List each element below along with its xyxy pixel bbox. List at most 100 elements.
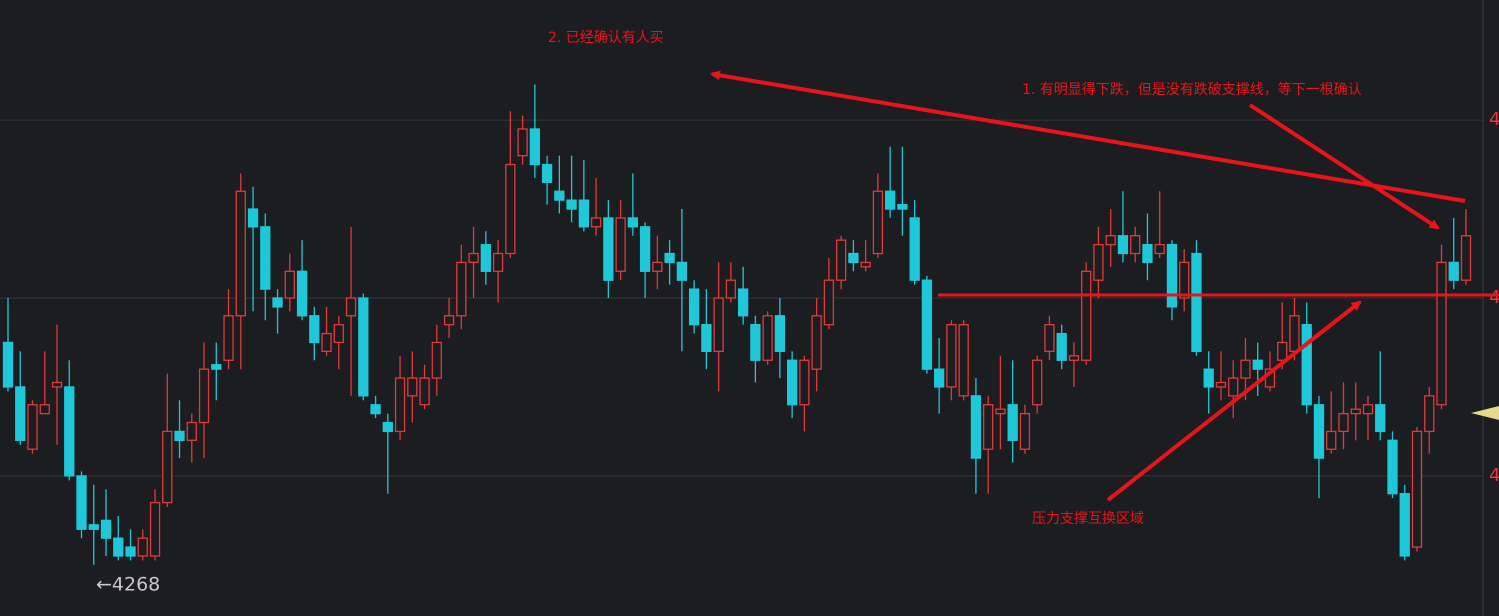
candle-body (1179, 261, 1190, 299)
candle-body (382, 421, 393, 433)
candle-body (1228, 377, 1239, 397)
candle-body (100, 519, 112, 539)
candle-body (872, 190, 884, 255)
candle-body (137, 537, 148, 557)
candle-body (860, 261, 871, 268)
candle-body (811, 315, 822, 370)
candle-body (1411, 430, 1423, 548)
y-tick-label: 4270 (1489, 465, 1499, 486)
candle-body (713, 297, 724, 353)
candle-body (958, 324, 969, 397)
candle-body (125, 546, 136, 557)
candle-body (162, 430, 173, 504)
arrow (1106, 300, 1362, 502)
candle-body (113, 537, 124, 557)
candle-body (1154, 243, 1165, 255)
candle-body (1191, 252, 1202, 353)
y-tick-label: 4278 (1489, 109, 1499, 130)
candle-body (1044, 324, 1055, 353)
candle-body (762, 315, 773, 361)
candle-body (370, 404, 381, 415)
candle-body (725, 279, 737, 299)
annotation: 2. 已经确认有人买 (548, 30, 664, 46)
candle-body (51, 381, 63, 388)
candle-body (1313, 404, 1325, 459)
candle-body (1277, 341, 1288, 361)
candle-body (1252, 359, 1263, 370)
candle-body (639, 226, 651, 272)
candle-body (407, 377, 418, 397)
candle-body (566, 199, 577, 210)
candle-body (1117, 235, 1129, 255)
candle-body (186, 421, 197, 441)
candle-body (223, 315, 234, 361)
candle-body (578, 199, 589, 228)
candle-body (664, 252, 675, 264)
candle-body (456, 261, 467, 317)
candle-body (480, 243, 491, 272)
candle-body (676, 261, 688, 281)
candle-body (211, 364, 222, 370)
candle-body (1130, 235, 1141, 255)
candle-body (1240, 359, 1251, 379)
candle-body (835, 239, 847, 281)
candle-body (1448, 261, 1459, 281)
candle-body (198, 368, 210, 424)
candle-body (934, 368, 945, 388)
candle-body (296, 270, 308, 317)
candle-body (1362, 404, 1374, 415)
candle-body (1289, 315, 1300, 353)
candle-body (1105, 235, 1116, 246)
candle-body (946, 324, 957, 388)
candle-body (701, 324, 712, 353)
annotation: 1. 有明显得下跌，但是没有跌破支撑线，等下一根确认 (1022, 81, 1362, 98)
candle-body (786, 359, 798, 406)
candle-body (443, 315, 455, 326)
candle-body (1019, 412, 1031, 450)
candle-body (885, 190, 896, 210)
candle-body (590, 217, 602, 228)
candle-body (88, 524, 99, 530)
candle-body (39, 404, 50, 415)
candle-body (1387, 439, 1398, 495)
candle-body (64, 386, 75, 477)
candle-body (921, 279, 933, 370)
candle-body (247, 208, 259, 228)
candle-body (652, 261, 663, 272)
candle-body (688, 288, 700, 326)
candle-body (321, 332, 332, 353)
candle-body (517, 128, 528, 157)
candle-body (603, 217, 614, 281)
candle-body (260, 226, 271, 290)
candle-body (554, 190, 565, 201)
candle-body (2, 341, 14, 388)
candle-body (823, 279, 835, 326)
candle-body (529, 128, 540, 166)
candle-body (284, 270, 295, 299)
last-price-marker (1471, 406, 1499, 420)
candle-body (333, 324, 344, 344)
candle-body (1142, 243, 1153, 264)
candle-body (627, 217, 639, 228)
low-label: ←4268 (96, 574, 160, 596)
candle-body (1056, 332, 1067, 361)
candle-body (468, 252, 479, 264)
candle-body (970, 395, 982, 459)
candle-body (1375, 404, 1386, 433)
candle-body (15, 386, 26, 441)
candle-body (995, 408, 1006, 415)
candle-body (983, 404, 994, 450)
candle-body (1032, 359, 1043, 406)
candle-body (774, 315, 786, 353)
candle-body (1338, 412, 1349, 433)
candle-body (1166, 243, 1178, 308)
candle-body (1326, 430, 1337, 450)
candle-body (358, 297, 369, 397)
annotation: 压力支撑互换区域 (1032, 510, 1144, 527)
candle-body (505, 163, 516, 255)
candle-body (492, 252, 504, 272)
candle-body (272, 297, 283, 308)
